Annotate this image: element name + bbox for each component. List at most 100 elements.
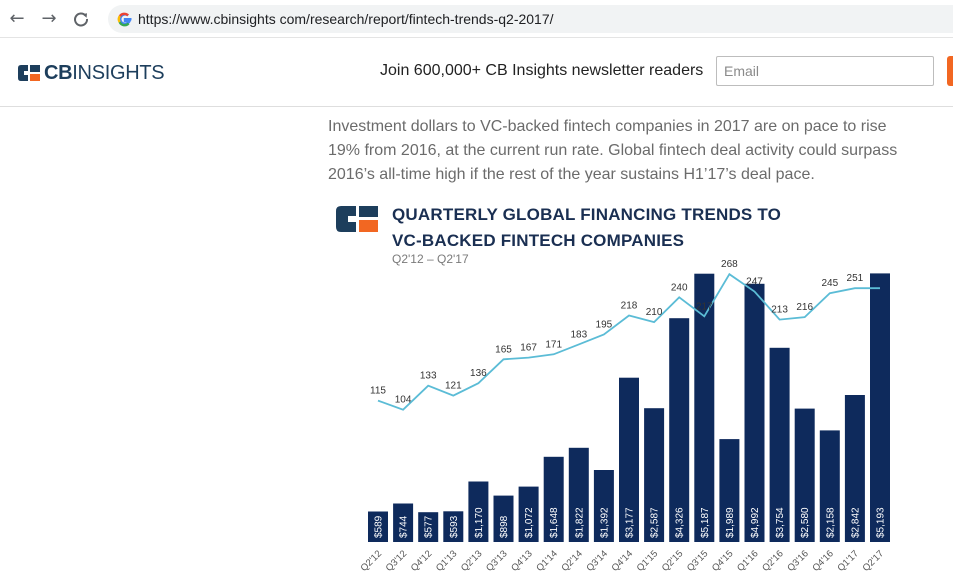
line-value-label: 195 [596,320,613,331]
newsletter-prompt: Join 600,000+ CB Insights newsletter rea… [380,62,704,79]
bar-value-label: $4,326 [675,507,686,538]
x-axis-label: Q1'15 [635,548,661,574]
line-value-label: 251 [847,273,864,284]
chart-card: QUARTERLY GLOBAL FINANCING TRENDS TO VC-… [330,196,890,584]
bar [593,470,614,542]
line-value-label: 247 [746,277,763,288]
line-value-label: 218 [621,301,638,312]
x-axis-label: Q1'13 [434,548,460,574]
deal-count-line [377,272,880,411]
bar [719,439,740,542]
bar [468,481,489,542]
line-value-label: 183 [570,329,587,340]
bar [794,408,815,542]
bar [443,511,464,542]
bar-value-label: $577 [424,515,435,538]
line-value-label: 240 [671,282,688,293]
x-axis-label: Q4'12 [409,548,435,574]
url-text[interactable]: https://www.cbinsights com/research/repo… [138,11,554,27]
bar-value-label: $1,989 [725,507,736,538]
x-axis-label: Q4'16 [810,548,836,574]
address-bar[interactable]: https://www.cbinsights com/research/repo… [108,5,953,33]
bar-value-label: $5,187 [700,507,711,538]
chart-title: QUARTERLY GLOBAL FINANCING TRENDS TO VC-… [392,205,782,250]
bar [568,447,589,542]
x-axis-label: Q4'13 [509,548,535,574]
x-axis-label: Q3'15 [685,548,711,574]
bar-value-label: $1,392 [599,507,610,538]
line-value-label: 115 [370,386,386,397]
bar-value-label: $593 [449,515,460,538]
bar-value-label: $744 [399,515,410,538]
x-axis-label: Q2'13 [459,548,485,574]
line-value-label: 217 [696,301,713,312]
bar [518,486,539,542]
site-header: CBINSIGHTS Join 600,000+ CB Insights new… [0,38,953,107]
x-axis-label: Q1'14 [534,548,560,574]
line-value-label: 167 [520,343,537,354]
x-axis-label: Q2'12 [359,548,385,574]
browser-toolbar: ← → https://www.cbinsights com/research/… [0,0,953,38]
bar [669,318,690,542]
bar [744,283,765,542]
bar-value-label: $3,754 [775,507,786,538]
x-axis-label: Q1'16 [735,548,761,574]
logo-wordmark: CBINSIGHTS [44,62,165,85]
reload-icon-graphic [74,12,88,27]
bar-value-label: $2,842 [850,507,861,538]
bar [619,377,639,542]
x-axis-label: Q2'17 [861,548,887,574]
chart-subtitle: Q2'12 – Q2'17 [392,252,469,266]
bar [870,273,890,542]
bar [819,430,840,542]
forward-arrow-icon[interactable]: → [41,8,57,29]
logo-cb-text: CB [44,62,73,84]
bar-value-label: $1,072 [524,507,535,538]
x-axis-label: Q2'14 [559,548,585,574]
bar [769,347,790,542]
line-value-label: 210 [646,307,663,318]
bar [418,512,439,542]
bar [393,503,414,542]
line-value-label: 136 [470,368,487,379]
logo-insights-text: INSIGHTS [72,62,165,84]
bar-value-label: $2,580 [800,507,811,538]
x-axis-label: Q3'16 [785,548,811,574]
line-value-label: 133 [420,371,437,382]
financing-chart: $589 Q2'12 $744 Q3'12 $577 Q4'12 $593 Q1'13 $1,1… [359,259,890,574]
back-arrow-icon[interactable]: ← [9,8,25,29]
line-value-label: 121 [445,381,462,392]
line-value-label: 104 [395,395,412,406]
bar-value-label: $1,648 [549,507,560,538]
bar-value-label: $1,822 [574,507,585,538]
x-axis-label: Q2'16 [760,548,786,574]
line-value-label: 171 [545,339,562,350]
x-axis-label: Q3'14 [585,548,611,574]
bar-value-label: $898 [499,515,510,538]
cb-logo-mark-icon [18,65,40,81]
line-value-label: 213 [771,305,788,316]
bar-value-label: $1,170 [474,507,485,538]
line-value-label: 216 [796,302,813,313]
bar [694,273,715,542]
bar-value-label: $2,587 [650,507,661,538]
article-intro: Investment dollars to VC-backed fintech … [328,118,898,183]
reload-icon[interactable] [70,8,92,30]
x-axis-label: Q3'13 [484,548,510,574]
bar [368,511,388,542]
signup-button[interactable] [947,56,953,86]
bar [543,456,564,542]
x-axis-label: Q4'14 [610,548,636,574]
line-value-label: 165 [495,344,512,355]
email-input[interactable] [716,56,934,86]
x-axis-label: Q4'15 [710,548,736,574]
bar-value-label: $589 [374,515,385,538]
bar [644,408,665,542]
bar [493,495,514,542]
chart-cb-logo-icon [336,206,378,232]
x-axis-label: Q3'12 [384,548,410,574]
x-axis-label: Q1'17 [836,548,862,574]
bar-value-label: $4,992 [750,507,761,538]
bar [844,395,865,542]
line-value-label: 268 [721,259,738,270]
